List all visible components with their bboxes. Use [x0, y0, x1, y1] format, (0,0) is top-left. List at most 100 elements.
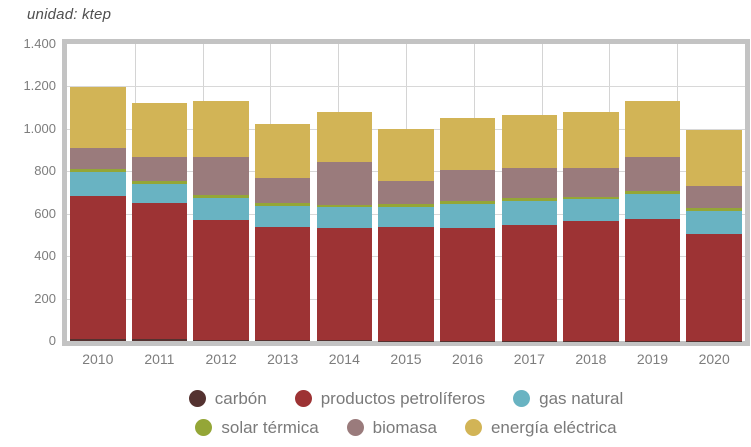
bar-segment-productos-petrolíferos[interactable] — [686, 234, 742, 341]
legend-item-carbón[interactable]: carbón — [188, 389, 267, 409]
bar-2017[interactable] — [501, 115, 558, 341]
bar-segment-gas-natural[interactable] — [316, 207, 373, 229]
bar-segment-gas-natural[interactable] — [439, 204, 496, 229]
bar-segment-solar-térmica[interactable] — [193, 195, 249, 199]
x-tick-label-2020: 2020 — [698, 351, 730, 367]
legend-dot-icon — [188, 390, 206, 407]
plot-area — [62, 39, 750, 346]
x-tick-label-2019: 2019 — [636, 351, 669, 367]
bar-segment-productos-petrolíferos[interactable] — [378, 226, 434, 341]
bar-2013[interactable] — [254, 124, 311, 341]
bar-segment-biomasa[interactable] — [501, 168, 558, 199]
bar-segment-energía-eléctrica[interactable] — [439, 118, 496, 171]
x-tick-label-2012: 2012 — [205, 351, 237, 367]
x-tick-label-2014: 2014 — [328, 351, 360, 367]
bar-segment-solar-térmica[interactable] — [378, 203, 434, 207]
bar-2010[interactable] — [70, 87, 126, 341]
bar-segment-biomasa[interactable] — [70, 147, 126, 170]
bar-segment-biomasa[interactable] — [563, 168, 619, 197]
legend-item-gas-natural[interactable]: gas natural — [513, 389, 623, 409]
bar-segment-productos-petrolíferos[interactable] — [70, 196, 126, 340]
bar-segment-productos-petrolíferos[interactable] — [254, 227, 311, 341]
bar-segment-carbón[interactable] — [131, 339, 188, 341]
bar-segment-productos-petrolíferos[interactable] — [193, 220, 249, 340]
bar-2016[interactable] — [439, 118, 496, 341]
bar-segment-energía-eléctrica[interactable] — [563, 112, 619, 169]
bar-segment-energía-eléctrica[interactable] — [254, 124, 311, 179]
bar-segment-energía-eléctrica[interactable] — [316, 111, 373, 162]
bar-segment-energía-eléctrica[interactable] — [193, 100, 249, 158]
x-tick-label-2018: 2018 — [575, 351, 607, 367]
bar-segment-carbón[interactable] — [316, 340, 373, 341]
legend-label: energía eléctrica — [490, 417, 617, 437]
bar-segment-solar-térmica[interactable] — [501, 198, 558, 202]
bar-segment-solar-térmica[interactable] — [70, 169, 126, 172]
bar-segment-carbón[interactable] — [193, 339, 249, 341]
legend-item-biomasa[interactable]: biomasa — [346, 418, 437, 438]
bar-segment-productos-petrolíferos[interactable] — [624, 218, 681, 341]
bar-segment-carbón[interactable] — [70, 339, 126, 341]
bar-segment-productos-petrolíferos[interactable] — [439, 228, 496, 341]
bar-segment-biomasa[interactable] — [193, 157, 249, 196]
legend-label: productos petrolíferos — [320, 388, 486, 408]
bar-segment-gas-natural[interactable] — [193, 198, 249, 221]
bar-segment-energía-eléctrica[interactable] — [501, 115, 558, 169]
y-tick-label: 400 — [34, 248, 56, 264]
bar-segment-carbón[interactable] — [254, 340, 311, 341]
bar-segment-biomasa[interactable] — [686, 185, 742, 208]
bar-2015[interactable] — [378, 129, 434, 341]
legend-item-energía-eléctrica[interactable]: energía eléctrica — [464, 417, 617, 438]
bar-segment-solar-térmica[interactable] — [439, 201, 496, 205]
bar-segment-gas-natural[interactable] — [563, 199, 619, 222]
x-tick-label-2011: 2011 — [144, 351, 175, 367]
legend-item-solar-térmica[interactable]: solar térmica — [195, 417, 319, 438]
bar-segment-energía-eléctrica[interactable] — [378, 129, 434, 181]
bar-segment-energía-eléctrica[interactable] — [686, 129, 742, 186]
legend-row-1: carbón productos petrolíferos gas natural — [188, 384, 623, 413]
x-tick-label-2017: 2017 — [513, 351, 545, 367]
bar-segment-solar-térmica[interactable] — [624, 191, 681, 195]
bar-segment-productos-petrolíferos[interactable] — [501, 225, 558, 341]
bar-segment-solar-térmica[interactable] — [686, 207, 742, 212]
bar-segment-biomasa[interactable] — [131, 157, 188, 182]
bar-segment-solar-térmica[interactable] — [563, 196, 619, 200]
bar-segment-biomasa[interactable] — [624, 156, 681, 192]
legend-dot-icon — [513, 390, 531, 407]
bar-segment-gas-natural[interactable] — [686, 211, 742, 235]
bar-2011[interactable] — [131, 102, 188, 341]
y-tick-label: 0 — [48, 333, 56, 348]
bar-segment-productos-petrolíferos[interactable] — [563, 221, 619, 341]
legend-dot-icon — [464, 419, 482, 436]
bar-2012[interactable] — [193, 100, 249, 341]
bar-segment-biomasa[interactable] — [439, 170, 496, 202]
bar-segment-solar-térmica[interactable] — [254, 203, 311, 206]
legend: carbón productos petrolíferos gas natural s… — [62, 384, 750, 442]
legend-item-productos-petrolíferos[interactable]: productos petrolíferos — [294, 388, 486, 409]
bar-segment-gas-natural[interactable] — [501, 201, 558, 226]
bar-segment-energía-eléctrica[interactable] — [624, 101, 681, 157]
bar-segment-productos-petrolíferos[interactable] — [131, 203, 188, 340]
legend-row-2: solar térmica biomasa energía eléctrica — [195, 413, 617, 442]
bar-segment-solar-térmica[interactable] — [316, 204, 373, 208]
y-tick-label: 800 — [34, 163, 56, 179]
bar-2019[interactable] — [624, 101, 681, 341]
bar-segment-gas-natural[interactable] — [131, 184, 188, 204]
bar-segment-gas-natural[interactable] — [624, 194, 681, 219]
legend-dot-icon — [195, 419, 213, 436]
bar-segment-biomasa[interactable] — [378, 180, 434, 204]
bar-2014[interactable] — [316, 111, 373, 341]
bar-segment-energía-eléctrica[interactable] — [131, 102, 188, 158]
bar-segment-energía-eléctrica[interactable] — [70, 87, 126, 148]
bar-segment-biomasa[interactable] — [316, 161, 373, 205]
bar-2018[interactable] — [563, 112, 619, 341]
bar-segment-solar-térmica[interactable] — [131, 181, 188, 185]
unit-label: unidad: ktep — [27, 6, 112, 23]
legend-label: solar térmica — [221, 417, 319, 437]
bar-segment-gas-natural[interactable] — [70, 171, 126, 197]
bar-segment-productos-petrolíferos[interactable] — [316, 228, 373, 341]
bar-segment-biomasa[interactable] — [254, 178, 311, 204]
x-tick-label-2015: 2015 — [390, 351, 422, 367]
bar-2020[interactable] — [686, 129, 742, 341]
bar-segment-gas-natural[interactable] — [378, 206, 434, 227]
bar-segment-gas-natural[interactable] — [254, 205, 311, 228]
